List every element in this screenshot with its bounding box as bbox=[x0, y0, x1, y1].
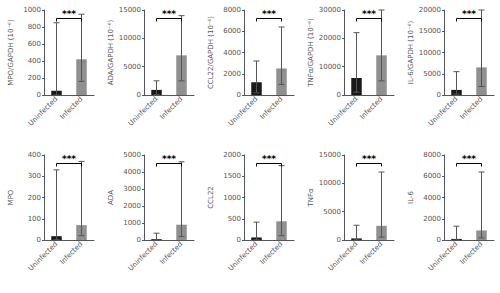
svg-text:IL-6: IL-6 bbox=[407, 191, 415, 204]
svg-text:3000: 3000 bbox=[123, 185, 141, 193]
svg-text:MPO/GAPDH (10⁻⁶): MPO/GAPDH (10⁻⁶) bbox=[7, 19, 15, 86]
svg-text:0: 0 bbox=[137, 236, 141, 244]
svg-text:6000: 6000 bbox=[423, 172, 441, 180]
svg-text:1000: 1000 bbox=[123, 219, 141, 227]
svg-text:0: 0 bbox=[237, 236, 241, 244]
svg-text:2000: 2000 bbox=[123, 202, 141, 210]
svg-text:***: *** bbox=[362, 154, 376, 164]
svg-text:CCL22/GAPDH (10⁻⁶): CCL22/GAPDH (10⁻⁶) bbox=[207, 16, 215, 89]
svg-text:0: 0 bbox=[37, 236, 41, 244]
svg-text:IL-6/GAPDH (10⁻⁶): IL-6/GAPDH (10⁻⁶) bbox=[407, 21, 415, 85]
svg-text:Infected: Infected bbox=[458, 240, 484, 266]
svg-text:***: *** bbox=[62, 9, 76, 19]
svg-text:***: *** bbox=[62, 154, 76, 164]
svg-text:4000: 4000 bbox=[123, 168, 141, 176]
svg-text:0: 0 bbox=[337, 236, 341, 244]
svg-text:Uninfected: Uninfected bbox=[27, 95, 60, 128]
svg-text:400: 400 bbox=[28, 57, 41, 65]
svg-text:0: 0 bbox=[437, 91, 441, 99]
svg-text:1500: 1500 bbox=[223, 172, 241, 180]
svg-text:ADA/GAPDH (10⁻⁶): ADA/GAPDH (10⁻⁶) bbox=[107, 20, 115, 86]
svg-text:Uninfected: Uninfected bbox=[327, 95, 360, 128]
svg-text:***: *** bbox=[162, 9, 176, 19]
svg-text:1000: 1000 bbox=[223, 194, 241, 202]
svg-text:***: *** bbox=[162, 154, 176, 164]
svg-text:5000: 5000 bbox=[323, 208, 341, 216]
svg-text:6000: 6000 bbox=[223, 27, 241, 35]
svg-text:10000: 10000 bbox=[319, 63, 341, 71]
svg-text:Infected: Infected bbox=[358, 95, 384, 121]
svg-text:800: 800 bbox=[28, 23, 41, 31]
svg-text:5000: 5000 bbox=[123, 63, 141, 71]
svg-text:***: *** bbox=[362, 9, 376, 19]
svg-text:0: 0 bbox=[337, 91, 341, 99]
svg-text:30000: 30000 bbox=[319, 6, 341, 14]
svg-text:600: 600 bbox=[28, 40, 41, 48]
svg-text:10000: 10000 bbox=[119, 34, 141, 42]
svg-text:Infected: Infected bbox=[58, 240, 84, 266]
svg-text:0: 0 bbox=[237, 91, 241, 99]
svg-text:2000: 2000 bbox=[223, 151, 241, 159]
svg-text:Infected: Infected bbox=[458, 95, 484, 121]
svg-text:Uninfected: Uninfected bbox=[27, 240, 60, 273]
svg-text:2000: 2000 bbox=[423, 215, 441, 223]
svg-text:1000: 1000 bbox=[23, 6, 41, 14]
svg-text:20000: 20000 bbox=[319, 34, 341, 42]
svg-text:Uninfected: Uninfected bbox=[327, 240, 360, 273]
svg-text:4000: 4000 bbox=[223, 49, 241, 57]
svg-text:TNFα: TNFα bbox=[307, 188, 315, 208]
svg-text:8000: 8000 bbox=[423, 151, 441, 159]
svg-text:Uninfected: Uninfected bbox=[427, 240, 460, 273]
svg-text:Infected: Infected bbox=[358, 240, 384, 266]
svg-text:***: *** bbox=[262, 154, 276, 164]
svg-text:Uninfected: Uninfected bbox=[227, 240, 260, 273]
svg-text:20000: 20000 bbox=[419, 6, 441, 14]
svg-text:10000: 10000 bbox=[319, 179, 341, 187]
svg-text:8000: 8000 bbox=[223, 6, 241, 14]
svg-text:10000: 10000 bbox=[419, 49, 441, 57]
svg-text:CCL22: CCL22 bbox=[207, 186, 215, 209]
svg-text:15000: 15000 bbox=[419, 27, 441, 35]
svg-text:Infected: Infected bbox=[258, 95, 284, 121]
svg-text:300: 300 bbox=[28, 172, 41, 180]
svg-text:2000: 2000 bbox=[223, 70, 241, 78]
svg-text:Uninfected: Uninfected bbox=[127, 240, 160, 273]
svg-text:4000: 4000 bbox=[423, 194, 441, 202]
svg-text:400: 400 bbox=[28, 151, 41, 159]
svg-text:Infected: Infected bbox=[158, 240, 184, 266]
svg-text:Infected: Infected bbox=[158, 95, 184, 121]
svg-text:Infected: Infected bbox=[58, 95, 84, 121]
svg-text:200: 200 bbox=[28, 194, 41, 202]
svg-text:Uninfected: Uninfected bbox=[127, 95, 160, 128]
svg-text:15000: 15000 bbox=[319, 151, 341, 159]
svg-text:Uninfected: Uninfected bbox=[427, 95, 460, 128]
svg-text:5000: 5000 bbox=[423, 70, 441, 78]
svg-text:0: 0 bbox=[437, 236, 441, 244]
svg-text:ADA: ADA bbox=[107, 190, 115, 205]
svg-text:200: 200 bbox=[28, 74, 41, 82]
svg-text:TNFα/GAPDH (10⁻⁶): TNFα/GAPDH (10⁻⁶) bbox=[307, 18, 315, 88]
svg-text:500: 500 bbox=[228, 215, 241, 223]
svg-text:0: 0 bbox=[137, 91, 141, 99]
svg-text:Uninfected: Uninfected bbox=[227, 95, 260, 128]
svg-text:100: 100 bbox=[28, 215, 41, 223]
svg-text:Infected: Infected bbox=[258, 240, 284, 266]
svg-text:5000: 5000 bbox=[123, 151, 141, 159]
svg-text:***: *** bbox=[462, 9, 476, 19]
svg-text:***: *** bbox=[262, 9, 276, 19]
svg-text:0: 0 bbox=[37, 91, 41, 99]
svg-text:15000: 15000 bbox=[119, 6, 141, 14]
svg-text:***: *** bbox=[462, 154, 476, 164]
svg-text:MPO: MPO bbox=[7, 189, 15, 205]
